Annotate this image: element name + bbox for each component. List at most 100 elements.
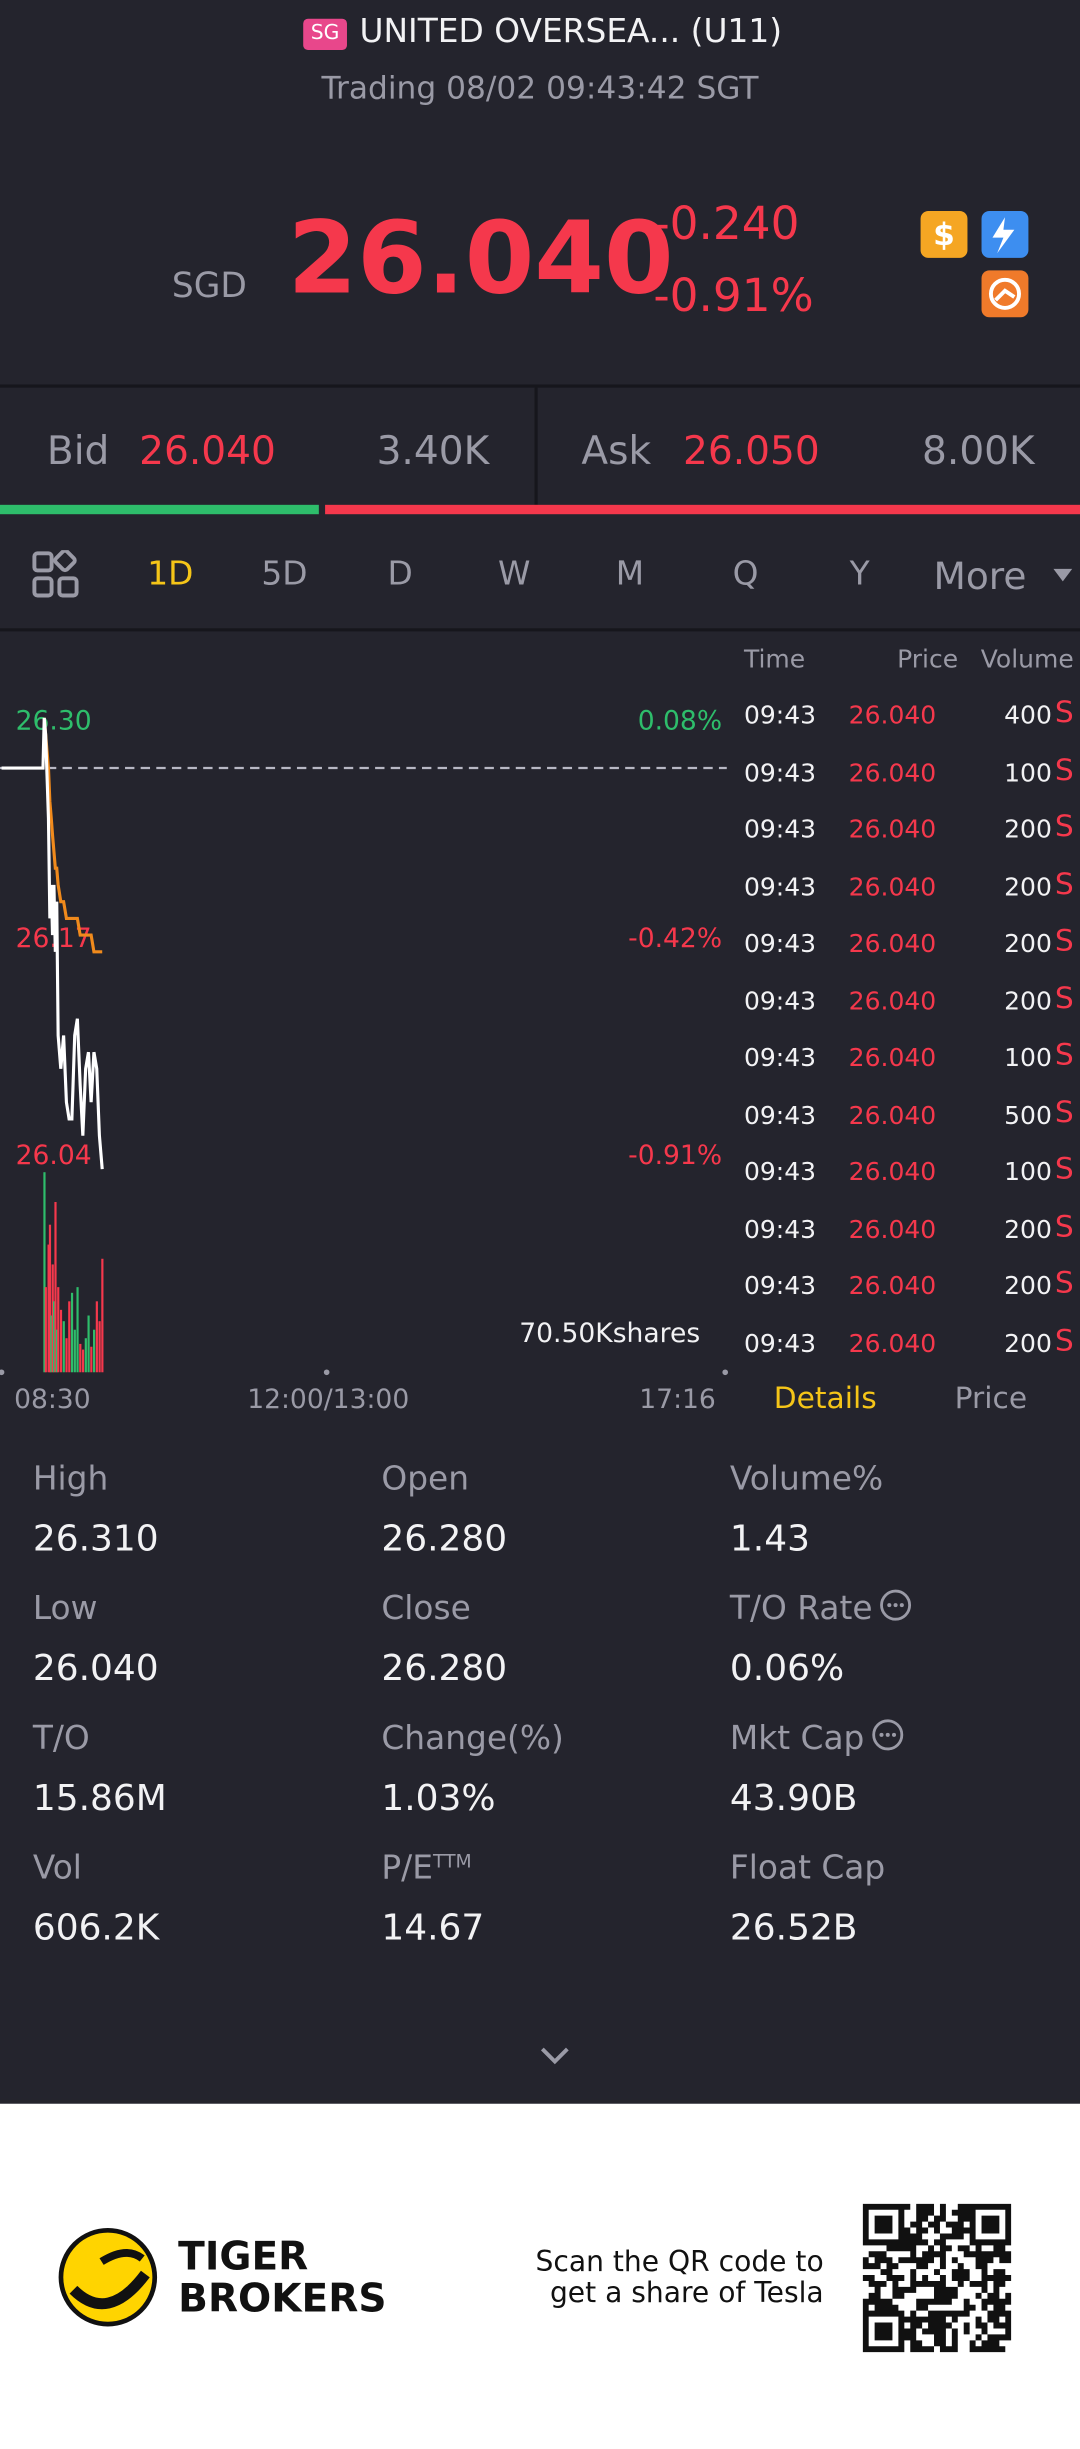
volume-bar: [51, 1264, 54, 1373]
stat-value: 15.86M: [32, 1778, 167, 1820]
period-tab[interactable]: Q: [732, 554, 759, 593]
axis-dot: [0, 1369, 5, 1376]
price-line: [1, 717, 104, 1170]
promo-line: get a share of Tesla: [549, 2277, 824, 2311]
ask-label: Ask: [581, 428, 652, 474]
period-tab[interactable]: Y: [849, 554, 870, 593]
volume-bar: [55, 1329, 58, 1373]
trade-side: S: [1054, 1323, 1074, 1358]
pct-label: 0.08%: [638, 706, 722, 737]
trade-price: 26.040: [848, 700, 937, 730]
trade-price: 26.040: [848, 1042, 937, 1073]
trade-volume: 200: [1004, 1213, 1052, 1244]
ask-bar: [325, 504, 1080, 515]
period-tab[interactable]: D: [387, 554, 413, 593]
volume-bar: [53, 1301, 56, 1373]
market-badge: SG: [303, 18, 347, 51]
trade-volume: 100: [1004, 757, 1052, 787]
stat-label: T/O Rate: [730, 1589, 913, 1626]
stat-label: Volume%: [729, 1459, 884, 1498]
stat-value: 606.2K: [32, 1908, 160, 1949]
x-tick-label: 17:16: [639, 1384, 716, 1415]
stock-name[interactable]: UNITED OVERSEA... (U11): [359, 12, 783, 51]
svg-text:$: $: [933, 217, 955, 253]
bid-price: 26.040: [139, 428, 276, 474]
trade-volume: 200: [1004, 871, 1052, 902]
stat-value: 26.52B: [729, 1908, 858, 1949]
trade-side: S: [1054, 1151, 1074, 1187]
trade-side: S: [1054, 695, 1074, 730]
intraday-chart: 26.30 0.08%26.17 -0.42%26.04 -0.91%70.50Ksh…: [0, 706, 729, 1415]
volume-bar: [73, 1329, 76, 1373]
volume-bar: [50, 1315, 53, 1373]
trade-volume: 200: [1004, 928, 1052, 959]
more-arrow[interactable]: [1050, 566, 1075, 585]
volume-bar: [95, 1301, 98, 1373]
stat-value: 14.67: [381, 1908, 485, 1949]
pct-label: -0.42%: [628, 923, 722, 954]
trade-price: 26.040: [848, 757, 937, 787]
volume-bar: [59, 1309, 63, 1373]
percent-change: -0.91%: [653, 268, 814, 322]
stat-label: Float Cap: [729, 1848, 886, 1887]
qr-code: [862, 2203, 1012, 2353]
trade-time: 09:43: [743, 1099, 817, 1130]
trade-time: 09:43: [743, 871, 817, 902]
logo: [58, 2227, 158, 2327]
trade-price: 26.040: [848, 1270, 937, 1301]
badges: $: [920, 210, 1029, 318]
trade-side: S: [1054, 1265, 1074, 1301]
last-price: 26.040: [287, 201, 674, 318]
period-tab[interactable]: More: [933, 554, 1027, 599]
period-tab[interactable]: 1D: [147, 554, 194, 593]
trade-volume: 200: [1004, 1270, 1052, 1301]
bid-size: 3.40K: [376, 428, 490, 474]
stat-label: T/O: [32, 1719, 90, 1757]
trade-volume: 100: [1004, 1156, 1052, 1187]
volume-bar: [70, 1292, 74, 1373]
trade-side: S: [1054, 1208, 1074, 1244]
stat-value: 26.280: [381, 1519, 508, 1560]
expand-arrow[interactable]: [538, 2043, 572, 2068]
brand-line: TIGER: [178, 2233, 309, 2279]
trade-volume: 200: [1004, 814, 1052, 844]
trade-price: 26.040: [848, 1099, 937, 1130]
stat-label: Close: [381, 1589, 471, 1628]
period-tab[interactable]: M: [615, 554, 645, 593]
volume-bar: [44, 1287, 47, 1373]
stat-label: Open: [381, 1459, 470, 1498]
trade-price: 26.040: [848, 928, 937, 959]
volume-bar: [98, 1321, 101, 1373]
trade-side: S: [1054, 866, 1074, 902]
period-tab[interactable]: W: [497, 554, 531, 593]
trade-side: S: [1054, 809, 1074, 844]
dividend-icon[interactable]: [920, 210, 968, 258]
currency: SGD: [171, 267, 247, 307]
trade-time: 09:43: [743, 928, 817, 959]
layout-icon[interactable]: [31, 550, 81, 600]
volume-bar: [90, 1346, 93, 1373]
info-icon[interactable]: [871, 1718, 905, 1752]
info-icon[interactable]: [879, 1588, 913, 1622]
trades-tab[interactable]: Details: [773, 1381, 877, 1417]
stat-label-sup: TTM: [432, 1850, 472, 1873]
trades-header: Time: [743, 643, 806, 674]
stat-value: 0.06%: [729, 1648, 845, 1690]
stat-value: 43.90B: [729, 1778, 858, 1820]
promo-line: Scan the QR code to: [535, 2245, 824, 2279]
trade-volume: 400: [1004, 700, 1052, 730]
stat-value: 1.43: [729, 1519, 810, 1560]
trade-side: S: [1054, 980, 1074, 1016]
bid-bar: [0, 504, 319, 515]
price-change: -0.240: [653, 196, 800, 251]
trades-header: Volume: [980, 643, 1074, 674]
pct-label: -0.91%: [628, 1140, 722, 1171]
option-icon[interactable]: [981, 270, 1029, 318]
volume-bar: [57, 1287, 60, 1373]
trades-tab[interactable]: Price: [954, 1381, 1028, 1417]
y-tick-label: 26.04: [16, 1140, 92, 1171]
stat-value: 26.040: [32, 1648, 159, 1690]
stat-label: Low: [32, 1589, 98, 1628]
period-tab[interactable]: 5D: [261, 554, 308, 593]
